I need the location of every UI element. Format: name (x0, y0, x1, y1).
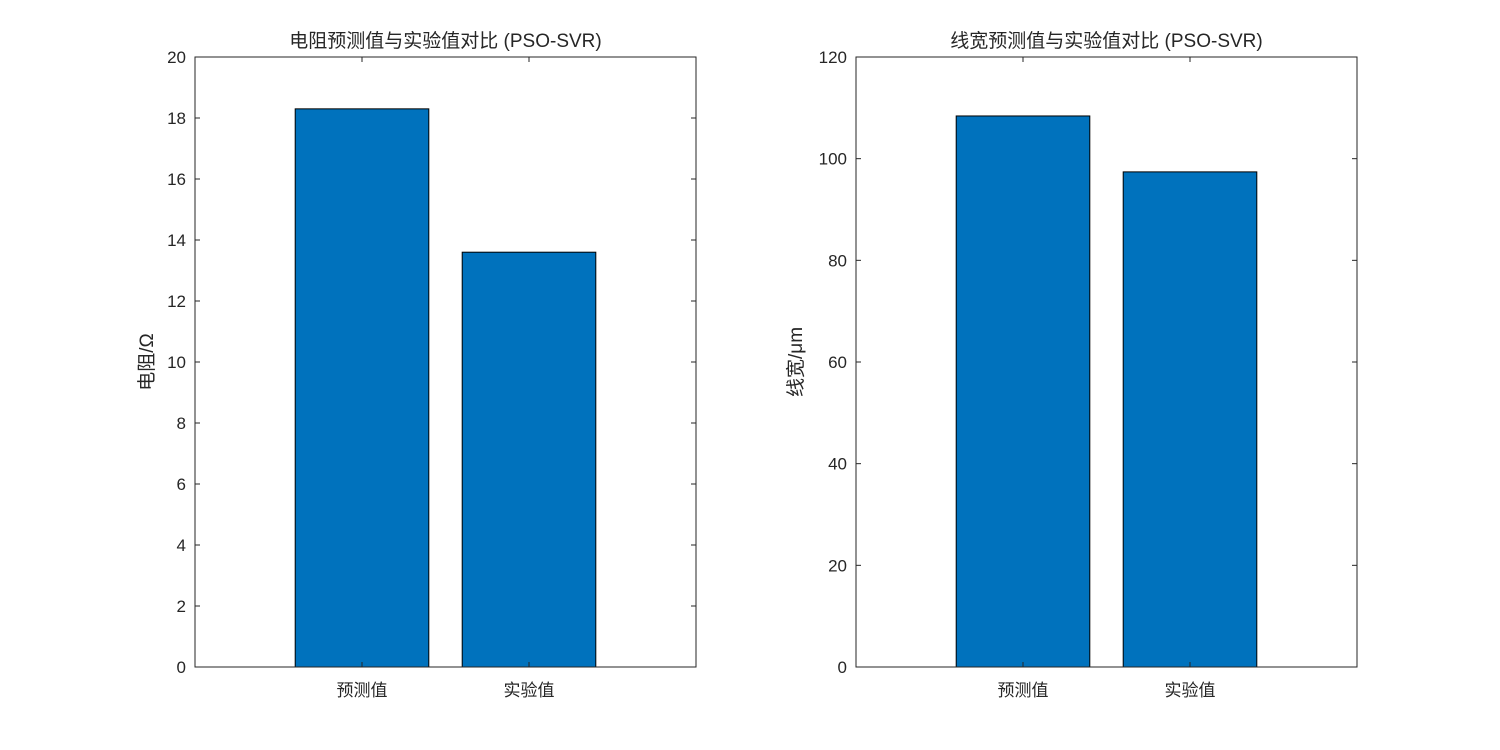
x-ticks: 预测值 实验值 (337, 57, 555, 700)
y-tick-label: 16 (167, 170, 186, 189)
y-tick-label: 4 (177, 536, 186, 555)
x-tick-label: 实验值 (504, 681, 555, 700)
y-tick-label: 18 (167, 109, 186, 128)
x-ticks: 预测值 实验值 (998, 57, 1216, 700)
y-tick-label: 8 (177, 414, 186, 433)
y-tick-label: 12 (167, 292, 186, 311)
y-tick-label: 40 (828, 455, 847, 474)
y-ticks: 0 20 40 60 80 100 120 (819, 48, 1357, 677)
bars (955, 115, 1258, 668)
y-tick-label: 14 (167, 231, 186, 250)
y-tick-label: 20 (167, 48, 186, 67)
bar (955, 115, 1091, 668)
bar (461, 251, 597, 668)
y-tick-label: 60 (828, 353, 847, 372)
chart-line-width: 0 20 40 60 80 100 120 预测值 实验值 线宽预测值与实验值对比 (PSO-… (785, 30, 1358, 700)
y-ticks: 0 2 4 6 8 10 12 14 16 18 20 (167, 48, 696, 677)
y-tick-label: 80 (828, 251, 847, 270)
axes-box (194, 56, 697, 668)
x-tick-label: 实验值 (1165, 681, 1216, 700)
x-tick-label: 预测值 (337, 681, 388, 700)
axes-border (855, 56, 1358, 668)
y-tick-label: 120 (819, 48, 847, 67)
y-tick-label: 100 (819, 150, 847, 169)
chart-title: 电阻预测值与实验值对比 (PSO-SVR) (289, 30, 601, 52)
y-tick-label: 6 (177, 475, 186, 494)
axes-border (194, 56, 697, 668)
y-axis-label: 线宽/μm (785, 327, 807, 397)
y-tick-label: 0 (177, 658, 186, 677)
y-tick-label: 10 (167, 353, 186, 372)
x-tick-label: 预测值 (998, 681, 1049, 700)
axes-box (855, 56, 1358, 668)
bars (294, 108, 597, 668)
bar (294, 108, 430, 668)
y-tick-label: 0 (838, 658, 847, 677)
chart-title: 线宽预测值与实验值对比 (PSO-SVR) (950, 30, 1262, 52)
bar (1122, 171, 1258, 668)
chart-resistance: 0 2 4 6 8 10 12 14 16 18 20 预测值 实验值 电阻预测值与实验值对比 (PS… (136, 30, 697, 700)
y-tick-label: 2 (177, 597, 186, 616)
y-axis-label: 电阻/Ω (136, 333, 158, 390)
y-tick-label: 20 (828, 556, 847, 575)
